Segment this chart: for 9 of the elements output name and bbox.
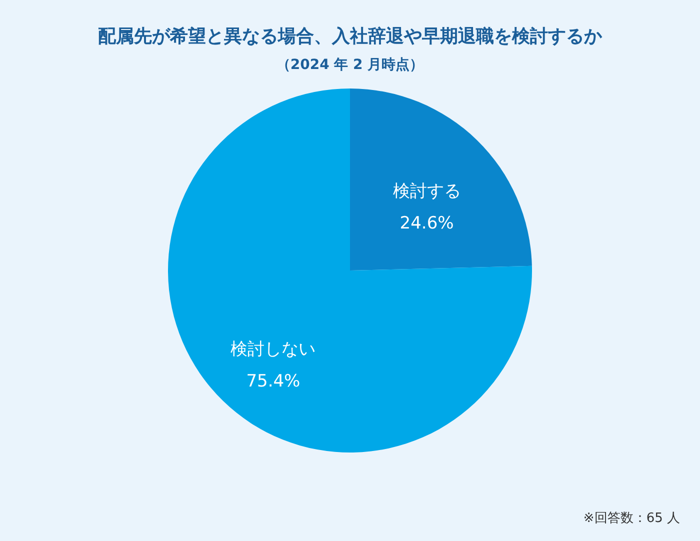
- data-label: 24.6%: [400, 214, 454, 234]
- chart-subtitle: （2024 年 2 月時点）: [276, 57, 424, 73]
- data-label: 75.4%: [246, 371, 300, 392]
- slice-label: 検討しない: [230, 339, 316, 360]
- pie-slice: [350, 88, 532, 270]
- pie-slice: [168, 88, 532, 452]
- text: ※回答数：65 人: [583, 511, 680, 526]
- slice-label: 検討する: [392, 182, 461, 202]
- chart-title: 配属先が希望と異なる場合、入社辞退や早期退職を検討するか: [98, 26, 603, 47]
